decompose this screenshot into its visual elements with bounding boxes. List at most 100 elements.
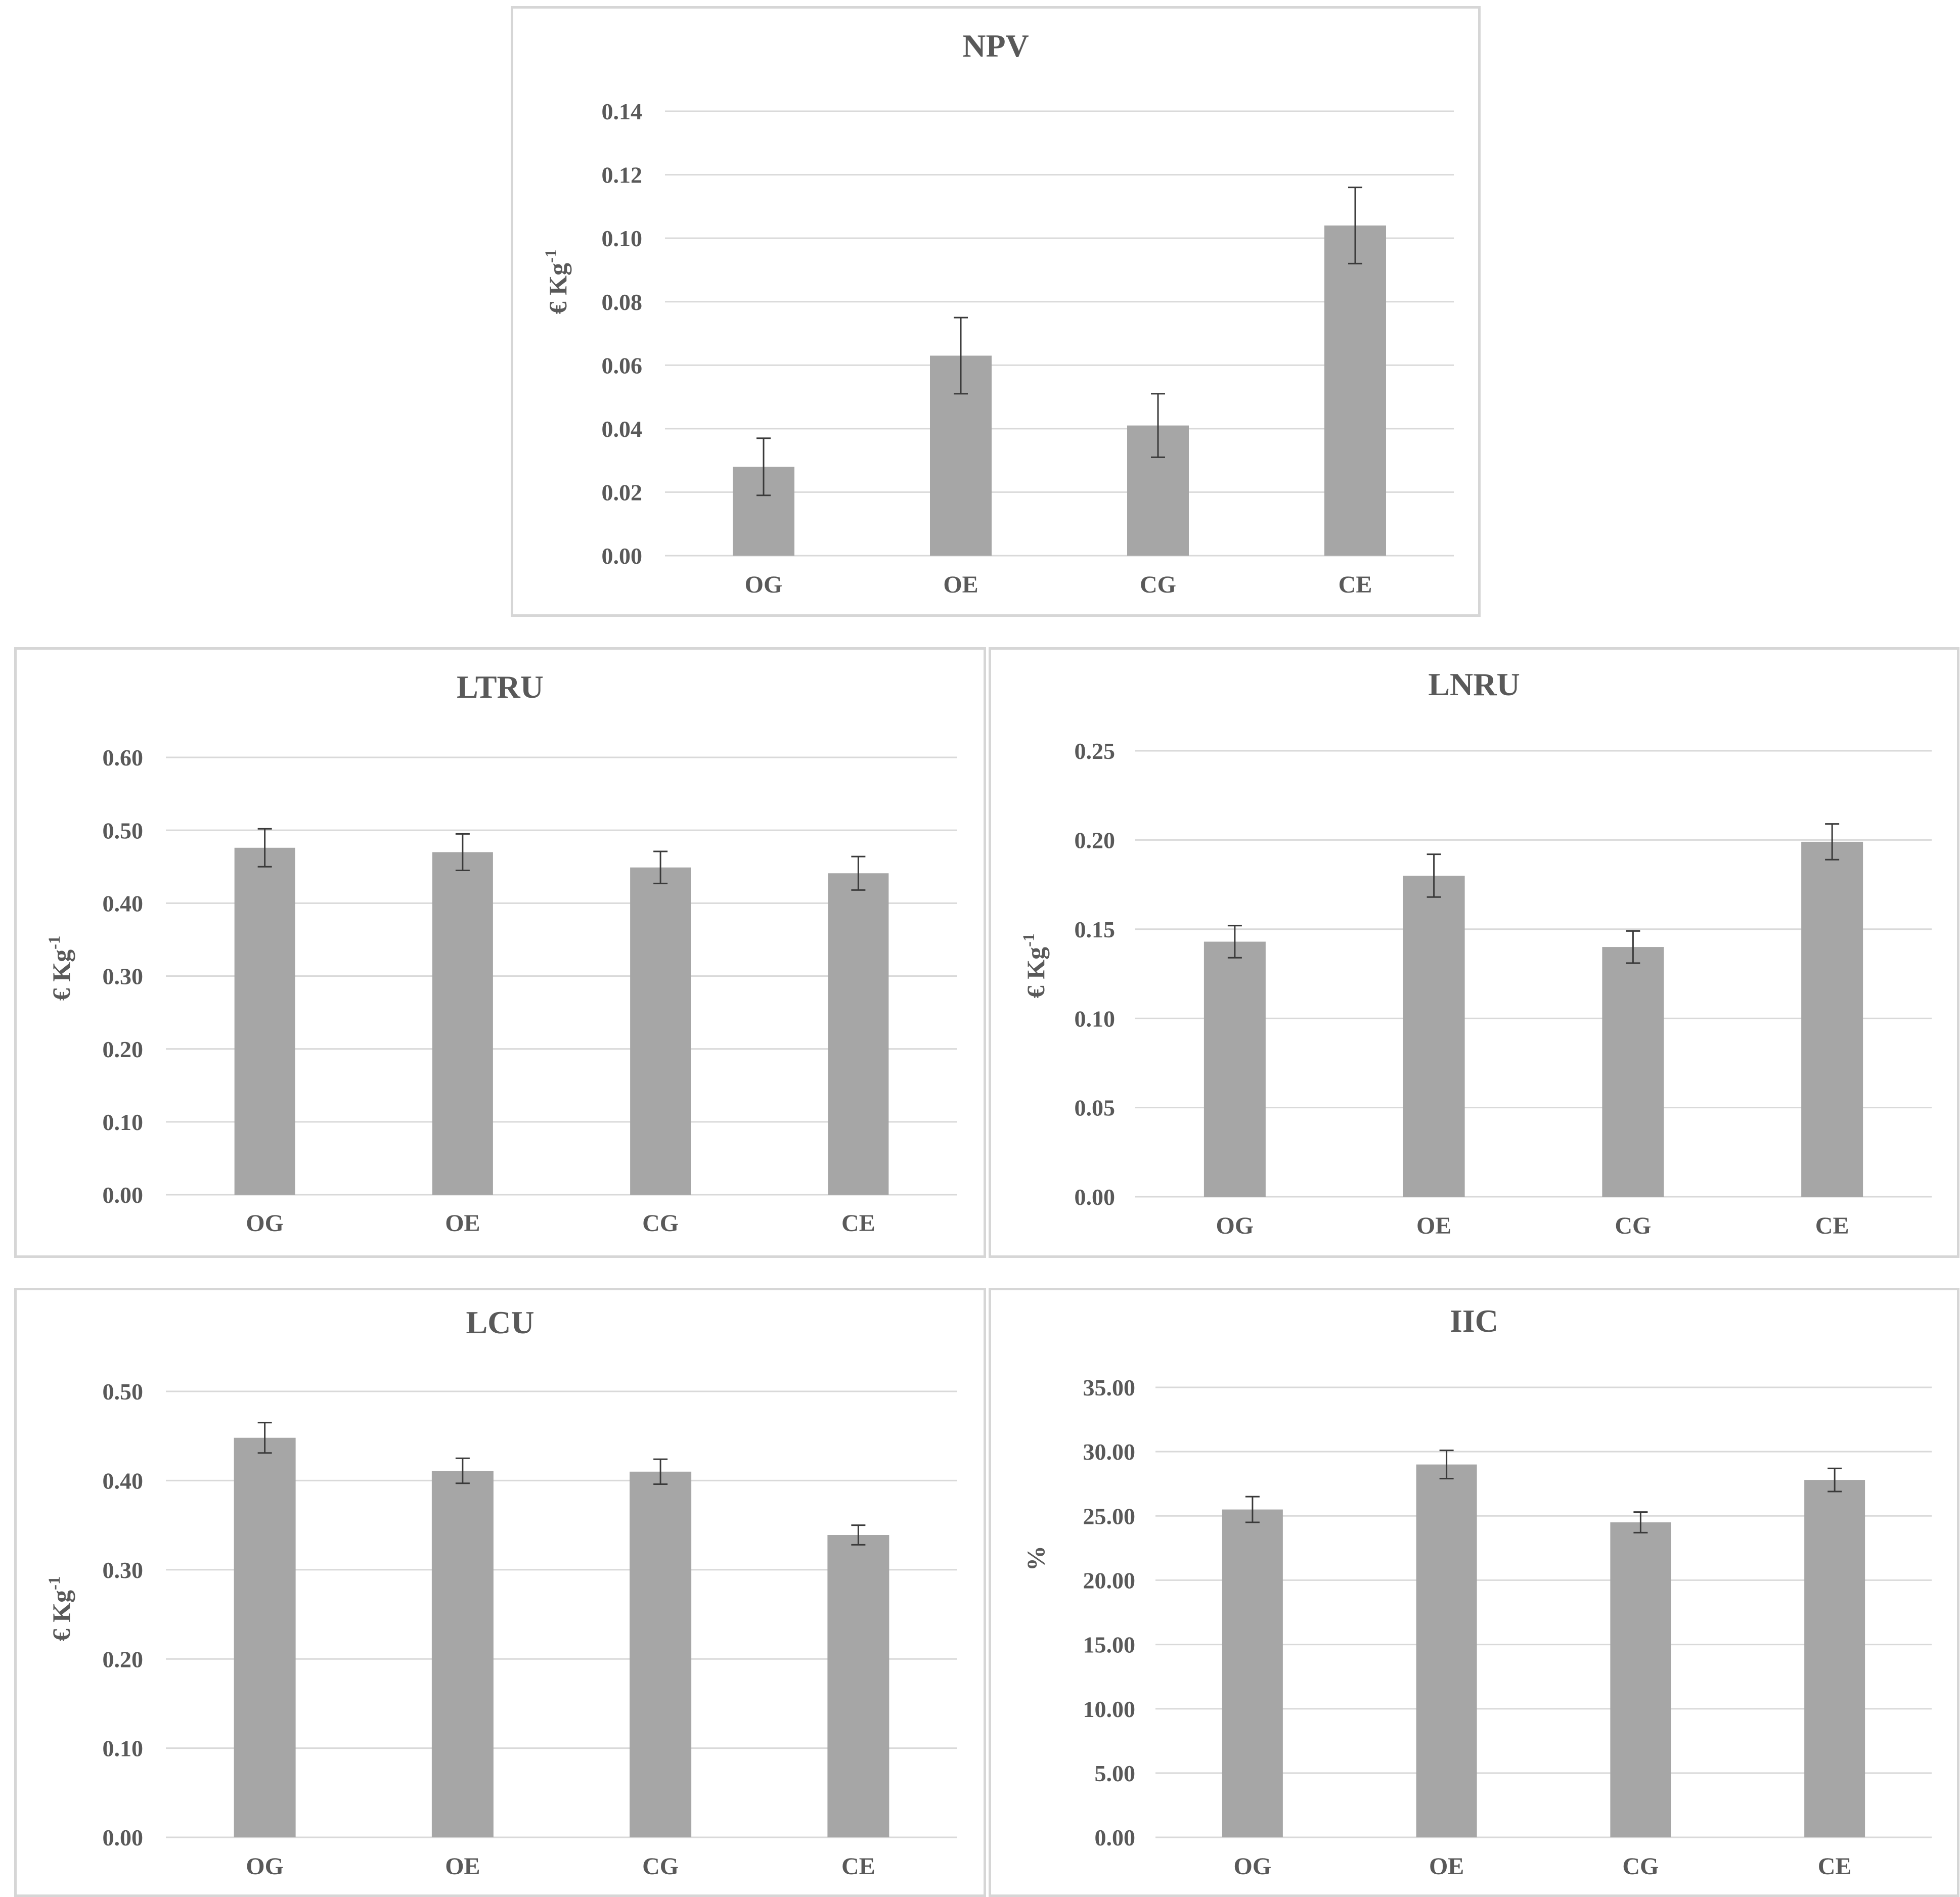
chart-svg: LCU 0.00 0.10 0.20 0.30 0.40 0.50 € Kg-1 OG OE CG C… — [46, 1304, 957, 1880]
bar-cg — [1610, 1522, 1671, 1837]
y-tick-label: 0.10 — [103, 1109, 144, 1135]
y-axis-label-text: € Kg — [47, 1590, 75, 1641]
error-bar-og — [1245, 1496, 1260, 1523]
chart-title: IIC — [1450, 1303, 1498, 1339]
x-category-label: OG — [745, 571, 783, 598]
bar-ce — [1804, 1480, 1865, 1837]
error-bar-ce — [851, 1524, 866, 1546]
y-axis-label: € Kg-1 — [46, 936, 75, 1001]
error-bar-oe — [954, 317, 968, 395]
chart-title: LNRU — [1428, 666, 1520, 702]
chart-npv: NPV 0.00 0.02 0.04 0.06 0.08 0.10 0.12 0.14 € Kg-… — [511, 6, 1481, 617]
error-bar-cg — [1151, 393, 1165, 458]
y-tick-label: 0.10 — [103, 1736, 144, 1762]
error-bar-oe — [1427, 853, 1441, 898]
error-bar-og — [756, 437, 771, 496]
chart-lnru: LNRU 0.00 0.05 0.10 0.15 0.20 0.25 € Kg-1 OG OE CG… — [989, 647, 1959, 1258]
y-tick-label: 0.30 — [103, 1557, 144, 1583]
chart-ltru: LTRU 0.00 0.10 0.20 0.30 0.40 0.50 0.60 € Kg-1 OG… — [14, 647, 986, 1258]
x-category-label: CG — [1615, 1212, 1651, 1239]
y-axis-label: % — [1021, 1546, 1050, 1571]
y-tick-label: 0.15 — [1075, 917, 1116, 942]
y-axis-label: € Kg-1 — [1020, 933, 1050, 998]
bar-og — [1204, 941, 1266, 1197]
x-category-label: CE — [841, 1853, 875, 1880]
bar-ce — [828, 873, 889, 1195]
y-axis-label-text: % — [1021, 1546, 1050, 1571]
bar-cg — [630, 867, 691, 1195]
error-bar-ce — [851, 855, 866, 891]
x-category-label: OE — [1416, 1212, 1451, 1239]
error-bar-og — [1227, 925, 1242, 959]
x-category-label: CE — [1815, 1212, 1849, 1239]
y-tick-label: 0.10 — [1075, 1006, 1116, 1031]
y-tick-label: 15.00 — [1083, 1632, 1136, 1658]
x-category-label: CG — [642, 1210, 679, 1237]
bar-cg — [630, 1471, 692, 1837]
chart-svg: IIC 0.00 5.00 10.00 15.00 20.00 25.00 30.00 35.0… — [1021, 1303, 1932, 1880]
y-tick-label: 0.40 — [103, 890, 144, 916]
y-tick-label: 0.20 — [103, 1036, 144, 1062]
x-category-label: CE — [1339, 571, 1372, 598]
chart-title: NPV — [962, 28, 1029, 64]
x-category-label: CG — [1140, 571, 1176, 598]
error-bar-oe — [455, 833, 470, 871]
y-axis-label-superscript: -1 — [1020, 933, 1038, 947]
x-category-label: OE — [1429, 1853, 1464, 1880]
y-tick-label: 0.04 — [602, 416, 643, 442]
y-axis-label: € Kg-1 — [46, 1576, 75, 1641]
error-bar-cg — [653, 1458, 668, 1485]
error-bar-ce — [1348, 187, 1362, 264]
chart-title: LTRU — [457, 669, 544, 705]
chart-svg: LTRU 0.00 0.10 0.20 0.30 0.40 0.50 0.60 € Kg-1 OG… — [46, 669, 957, 1237]
bar-og — [234, 1437, 296, 1837]
y-axis-label-text: € Kg — [47, 950, 75, 1001]
y-tick-label: 0.00 — [103, 1182, 144, 1208]
bar-cg — [1602, 947, 1664, 1197]
error-bar-cg — [653, 850, 668, 884]
y-axis-label-text: € Kg — [544, 263, 572, 314]
error-bar-cg — [1626, 930, 1640, 964]
error-bar-ce — [1825, 823, 1840, 861]
y-tick-label: 30.00 — [1083, 1439, 1136, 1465]
bar-ce — [1324, 225, 1386, 556]
y-tick-label: 0.00 — [602, 543, 643, 569]
x-category-label: CG — [1622, 1853, 1659, 1880]
y-tick-label: 0.14 — [602, 99, 643, 124]
y-tick-label: 0.00 — [1095, 1825, 1136, 1850]
y-axis-label-superscript: -1 — [46, 936, 64, 950]
error-bar-oe — [455, 1457, 470, 1484]
y-tick-label: 35.00 — [1083, 1375, 1136, 1401]
y-tick-label: 0.05 — [1075, 1095, 1116, 1121]
x-category-label: OE — [943, 571, 978, 598]
chart-title: LCU — [466, 1304, 534, 1340]
y-tick-label: 0.00 — [1075, 1184, 1116, 1210]
error-bar-og — [257, 828, 272, 868]
bar-oe — [432, 852, 493, 1195]
error-bar-cg — [1633, 1511, 1648, 1533]
y-tick-label: 0.30 — [103, 964, 144, 989]
error-bar-og — [257, 1422, 272, 1454]
y-tick-label: 0.40 — [103, 1468, 144, 1494]
y-tick-label: 0.50 — [103, 1379, 144, 1405]
y-tick-label: 20.00 — [1083, 1568, 1136, 1594]
chart-iic: IIC 0.00 5.00 10.00 15.00 20.00 25.00 30.00 35.0… — [989, 1288, 1959, 1897]
y-tick-label: 0.50 — [103, 818, 144, 843]
chart-lcu: LCU 0.00 0.10 0.20 0.30 0.40 0.50 € Kg-1 OG OE CG C… — [14, 1288, 986, 1897]
bar-oe — [1416, 1464, 1477, 1837]
x-category-label: CE — [841, 1210, 875, 1237]
y-axis-label: € Kg-1 — [542, 249, 572, 314]
y-tick-label: 0.25 — [1075, 738, 1116, 764]
y-tick-label: 0.60 — [103, 745, 144, 771]
x-category-label: CG — [642, 1853, 679, 1880]
bar-oe — [431, 1470, 494, 1837]
y-tick-label: 0.06 — [602, 352, 643, 378]
y-tick-label: 10.00 — [1083, 1696, 1136, 1722]
y-tick-label: 0.08 — [602, 289, 643, 315]
error-bar-oe — [1439, 1450, 1454, 1480]
bar-og — [234, 847, 295, 1195]
bar-oe — [1403, 875, 1465, 1197]
y-tick-label: 0.20 — [103, 1646, 144, 1672]
y-tick-label: 0.12 — [602, 162, 643, 188]
x-category-label: OE — [445, 1853, 480, 1880]
